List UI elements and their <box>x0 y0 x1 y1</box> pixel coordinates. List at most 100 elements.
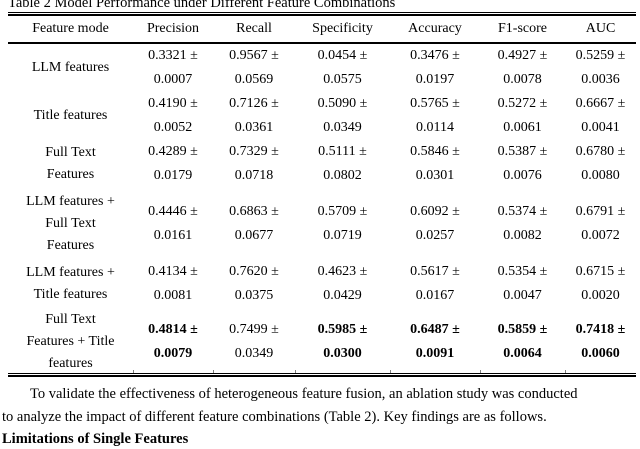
feature-mode-line: features <box>48 356 93 371</box>
metric-cell: 0.4446 ± 0.0161 <box>133 188 213 260</box>
metric-std: 0.0167 <box>415 288 455 303</box>
metric-std: 0.0301 <box>415 168 455 183</box>
column-boundary-tick <box>133 370 134 373</box>
metric-std: 0.0082 <box>503 228 542 243</box>
metric-cell: 0.7126 ± 0.0361 <box>213 92 295 140</box>
metric-std: 0.0080 <box>581 168 620 183</box>
column-header-precision: Precision <box>133 16 213 44</box>
column-header-feature-mode: Feature mode <box>8 16 133 44</box>
metric-std: 0.0197 <box>415 72 455 87</box>
feature-mode-cell: LLM features + Full Text Features <box>8 188 133 260</box>
metric-cell: 0.7499 ± 0.0349 <box>213 308 295 376</box>
column-header-recall: Recall <box>213 16 295 44</box>
table-row: Full Text Features 0.4289 ±0.0179 0.7329 ±0… <box>8 140 636 188</box>
column-header-auc: AUC <box>565 16 636 44</box>
feature-mode-line: Full Text <box>45 145 96 160</box>
metric-mean: 0.4623 ± <box>317 264 368 279</box>
metric-mean: 0.5374 ± <box>497 204 548 219</box>
feature-mode-line: Full Text <box>45 312 96 327</box>
metric-cell: 0.6715 ± 0.0020 <box>565 260 636 308</box>
metric-mean: 0.5272 ± <box>497 96 548 111</box>
table-row: Title features 0.4190 ± 0.0052 0.7126 ± 0.03… <box>8 92 636 140</box>
metric-mean: 0.7418 ± <box>575 322 626 337</box>
metric-cell: 0.5846 ± 0.0301 <box>390 140 480 188</box>
metric-std: 0.0047 <box>503 288 542 303</box>
metric-std: 0.0361 <box>234 120 274 135</box>
metric-cell: 0.4623 ± 0.0429 <box>295 260 390 308</box>
column-boundary-tick <box>565 370 566 373</box>
metric-std: 0.0020 <box>581 288 620 303</box>
metric-std: 0.0161 <box>153 228 193 243</box>
column-boundary-tick <box>480 370 481 373</box>
metric-cell: 0.5709 ± 0.0719 <box>295 188 390 260</box>
feature-mode-line: Features <box>46 238 95 253</box>
table-row: LLM features + Title features 0.4134 ± 0.00… <box>8 260 636 308</box>
metric-cell: 0.9567 ± 0.0569 <box>213 43 295 92</box>
metric-mean: 0.5709 ± <box>317 204 368 219</box>
metric-std: 0.0076 <box>503 168 542 183</box>
metric-cell: 0.6780 ± 0.0080 <box>565 140 636 188</box>
section-heading: Limitations of Single Features <box>2 431 189 447</box>
metric-mean: 0.4814 ± <box>148 322 198 337</box>
column-header-f1-score: F1-score <box>480 16 565 44</box>
metric-cell: 0.4190 ± 0.0052 <box>133 92 213 140</box>
metric-std: 0.0677 <box>234 228 274 243</box>
metric-std: 0.0179 <box>153 168 193 183</box>
paragraph-line-1: To validate the effectiveness of heterog… <box>30 386 578 402</box>
paragraph-line-2: to analyze the impact of different featu… <box>2 409 547 425</box>
metric-cell: 0.6092 ± 0.0257 <box>390 188 480 260</box>
metric-std: 0.0802 <box>323 168 362 183</box>
metric-std: 0.0114 <box>416 120 454 135</box>
table-body: LLM features 0.3321 ± 0.0007 0.9567 ± 0.0569… <box>8 43 636 376</box>
metric-cell: 0.5374 ± 0.0082 <box>480 188 565 260</box>
metric-mean: 0.5354 ± <box>497 264 548 279</box>
metric-std: 0.0719 <box>323 228 362 243</box>
metric-mean: 0.4446 ± <box>148 204 198 219</box>
table-header-row: Feature mode Precision Recall Specificit… <box>8 16 636 44</box>
metric-cell: 0.5354 ± 0.0047 <box>480 260 565 308</box>
feature-mode-line: Features + Title <box>26 334 115 349</box>
metric-cell: 0.5765 ± 0.0114 <box>390 92 480 140</box>
metric-cell: 0.3476 ± 0.0197 <box>390 43 480 92</box>
metric-mean: 0.5090 ± <box>317 96 368 111</box>
metric-cell: 0.5859 ± 0.0064 <box>480 308 565 376</box>
metric-std: 0.0041 <box>581 120 620 135</box>
feature-mode-cell: Title features <box>8 92 133 140</box>
feature-mode-line: Full Text <box>45 216 96 231</box>
metric-cell: 0.6791 ± 0.0072 <box>565 188 636 260</box>
metric-mean: 0.5765 ± <box>410 96 460 111</box>
metric-mean: 0.5617 ± <box>410 264 460 279</box>
feature-mode-cell: Full Text Features <box>8 140 133 188</box>
metric-mean: 0.5859 ± <box>497 322 548 337</box>
metric-cell: 0.5985 ± 0.0300 <box>295 308 390 376</box>
table-top-rule <box>8 12 636 16</box>
table-caption: Table 2 Model Performance under Differen… <box>8 0 396 11</box>
metric-cell: 0.5617 ± 0.0167 <box>390 260 480 308</box>
feature-mode-cell: LLM features <box>8 43 133 92</box>
metric-std: 0.0060 <box>581 346 620 361</box>
metric-std: 0.0349 <box>234 346 274 361</box>
metric-cell: 0.4814 ± 0.0079 <box>133 308 213 376</box>
metric-cell: 0.5272 ± 0.0061 <box>480 92 565 140</box>
metric-cell: 0.4289 ± 0.0179 <box>133 140 213 188</box>
metric-cell: 0.6667 ± 0.0041 <box>565 92 636 140</box>
table-row: Full Text Features + Title features 0.4814 … <box>8 308 636 376</box>
metric-mean: 0.4927 ± <box>497 48 548 63</box>
metric-cell: 0.7418 ± 0.0060 <box>565 308 636 376</box>
metric-mean: 0.5111 ± <box>318 144 367 159</box>
metric-mean: 0.7499 ± <box>229 322 279 337</box>
metric-std: 0.0078 <box>503 72 542 87</box>
metric-mean: 0.3476 ± <box>410 48 460 63</box>
metric-mean: 0.5259 ± <box>575 48 626 63</box>
metric-cell: 0.4927 ± 0.0078 <box>480 43 565 92</box>
metric-cell: 0.7329 ± 0.0718 <box>213 140 295 188</box>
metric-mean: 0.7329 ± <box>229 144 279 159</box>
metric-std: 0.0569 <box>234 72 274 87</box>
metric-mean: 0.3321 ± <box>148 48 198 63</box>
feature-mode-cell: Full Text Features + Title features <box>8 308 133 376</box>
feature-mode-line: Title features <box>33 108 108 123</box>
metric-mean: 0.5387 ± <box>497 144 548 159</box>
metric-mean: 0.4190 ± <box>148 96 198 111</box>
table-row: LLM features 0.3321 ± 0.0007 0.9567 ± 0.0569… <box>8 43 636 92</box>
